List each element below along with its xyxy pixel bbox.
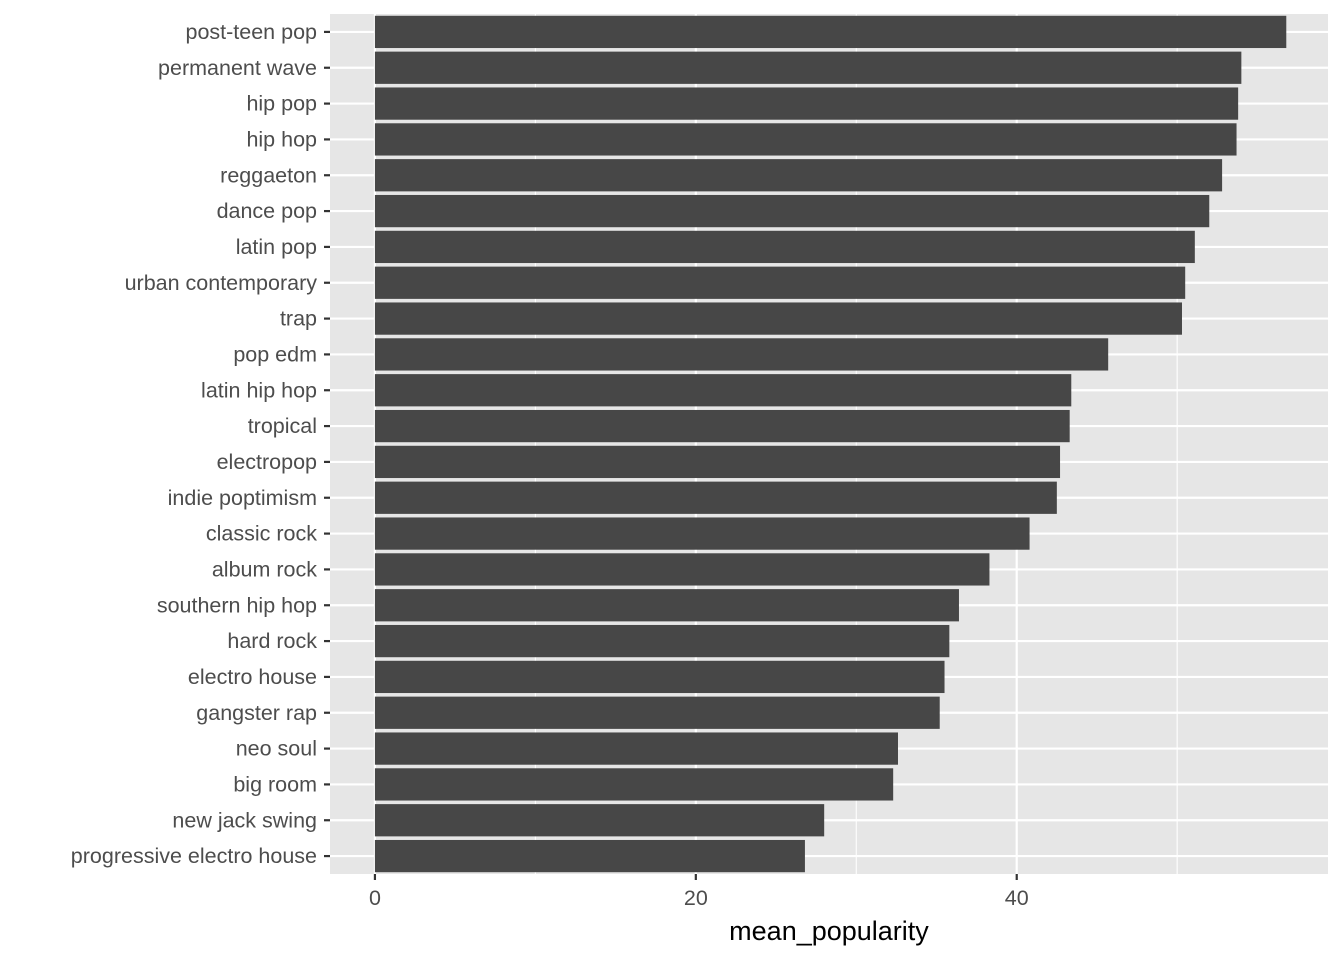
y-tick-label: latin pop [236,235,317,259]
y-tick-label: permanent wave [158,56,317,80]
bar [374,768,894,801]
bar [374,445,1061,479]
bar [374,230,1195,264]
bar [374,159,1223,192]
y-tick-label: classic rock [206,522,317,546]
bar [374,696,940,729]
y-tick-label: latin hip hop [201,378,317,402]
y-tick-label: southern hip hop [157,593,317,617]
y-tick-label: electropop [217,450,317,474]
y-tick-label: dance pop [217,199,317,223]
bar [374,409,1070,443]
y-tick-label: post-teen pop [186,20,318,44]
x-axis-title: mean_popularity [729,916,929,946]
y-tick-label: tropical [248,414,317,438]
x-tick-label: 20 [684,886,708,910]
y-tick-label: trap [280,307,317,331]
bar [374,660,945,694]
bar [374,123,1237,156]
bar [374,517,1030,550]
y-tick-label: indie poptimism [168,486,317,510]
y-tick-label: hip hop [246,127,317,151]
bar [374,266,1186,299]
y-tick-label: neo soul [236,737,317,761]
bar [374,553,990,586]
minor-gridlines [534,14,1178,874]
bar [374,15,1287,49]
bars [374,15,1287,873]
y-tick-label: progressive electro house [71,844,317,868]
x-axis: 0 20 40 [369,874,1029,910]
y-axis: post-teen pop permanent wave hip pop hip ho… [71,20,330,868]
panel-background [330,14,1328,874]
y-tick-label: reggaeton [220,163,317,187]
bar [374,87,1239,120]
y-tick-label: pop edm [233,342,317,366]
bar [374,302,1182,335]
y-tick-label: hip pop [246,92,317,116]
y-tick-label: electro house [188,665,317,689]
x-tick-label: 0 [369,886,381,910]
bar [374,839,805,873]
bar [374,194,1210,228]
bar [374,732,898,765]
bar [374,804,825,837]
y-tick-label: new jack swing [172,808,317,832]
y-tick-label: urban contemporary [125,271,318,295]
x-tick-label: 40 [1005,886,1029,910]
bar [374,374,1072,407]
y-tick-label: big room [233,772,317,796]
bar [374,589,959,622]
y-tick-label: hard rock [227,629,317,653]
y-tick-label: album rock [212,557,317,581]
bar [374,51,1242,84]
bar [374,481,1057,514]
bar [374,338,1109,371]
bar [374,624,950,658]
y-tick-label: gangster rap [196,701,317,725]
